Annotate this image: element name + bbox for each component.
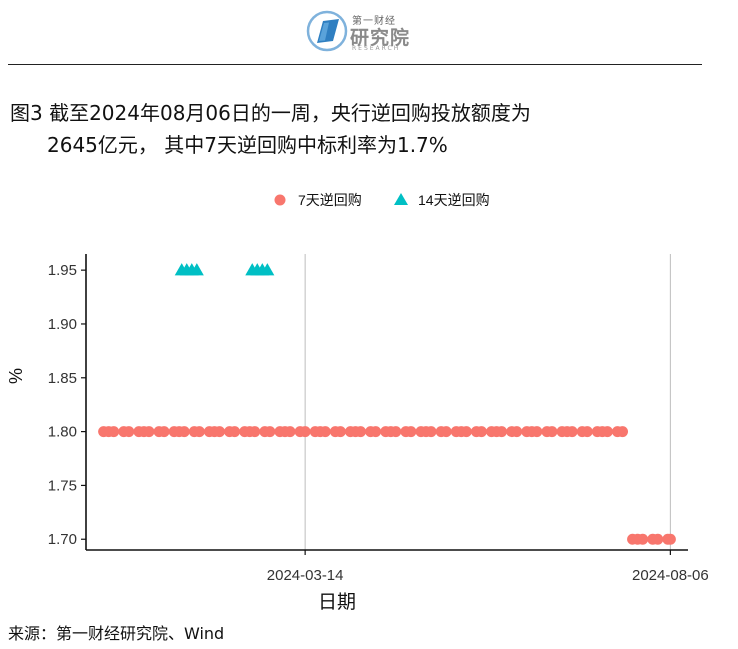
chart-legend: 7天逆回购 14天逆回购: [274, 192, 490, 208]
seven-day-point: [390, 426, 402, 438]
legend-seven-day-marker: [274, 194, 286, 206]
research-logo-icon: [306, 10, 348, 52]
seven-day-point: [440, 426, 452, 438]
y-tick-label: 1.90: [48, 316, 77, 333]
logo: 第一财经 研究院 RESEARCH: [306, 6, 416, 56]
seven-day-point: [617, 426, 629, 438]
seven-day-point: [637, 533, 649, 545]
seven-day-point: [652, 533, 664, 545]
chart-points: [98, 263, 676, 545]
seven-day-point: [475, 426, 487, 438]
y-tick-label: 1.80: [48, 424, 77, 441]
header-divider: [8, 64, 702, 65]
seven-day-point: [158, 426, 170, 438]
y-tick-label: 1.75: [48, 477, 77, 494]
seven-day-point: [531, 426, 543, 438]
seven-day-point: [264, 426, 276, 438]
figure-title-line1: 图3 截至2024年08月06日的一周，央行逆回购投放额度为: [10, 101, 531, 125]
seven-day-point: [355, 426, 367, 438]
fourteen-day-point: [260, 263, 275, 276]
logo-top-text: 第一财经: [352, 16, 396, 27]
seven-day-point: [581, 426, 593, 438]
seven-day-point: [229, 426, 241, 438]
seven-day-point: [249, 426, 261, 438]
seven-day-point: [546, 426, 558, 438]
legend-fourteen-day-marker: [394, 193, 408, 205]
seven-day-point: [193, 426, 205, 438]
y-tick-label: 1.70: [48, 531, 77, 548]
seven-day-point: [284, 426, 296, 438]
source-note: 来源：第一财经研究院、Wind: [8, 624, 225, 643]
seven-day-point: [460, 426, 472, 438]
seven-day-point: [213, 426, 225, 438]
seven-day-point: [123, 426, 135, 438]
fourteen-day-point: [189, 263, 204, 276]
seven-day-point: [319, 426, 331, 438]
x-tick-label: 2024-08-06: [632, 567, 709, 584]
seven-day-point: [511, 426, 523, 438]
seven-day-point: [496, 426, 508, 438]
y-axis-title: %: [6, 368, 26, 384]
x-tick-label: 2024-03-14: [267, 567, 344, 584]
seven-day-point: [566, 426, 578, 438]
chart-grid: [304, 254, 671, 550]
seven-day-point: [108, 426, 120, 438]
seven-day-point: [425, 426, 437, 438]
figure-title-line2: 2645亿元， 其中7天逆回购中标利率为1.7%: [47, 133, 448, 157]
seven-day-point: [143, 426, 155, 438]
logo-main-text: 研究院: [350, 27, 411, 49]
chart-axes: 1.70 1.75 1.80 1.85 1.90 1.95 2024-03-14 2024-0…: [6, 254, 709, 613]
legend-fourteen-day-label: 14天逆回购: [418, 192, 490, 208]
seven-day-point: [299, 426, 311, 438]
seven-day-point: [334, 426, 346, 438]
y-tick-label: 1.85: [48, 370, 77, 387]
logo-sub-text: RESEARCH: [352, 45, 401, 52]
seven-day-point: [601, 426, 613, 438]
seven-day-point: [370, 426, 382, 438]
seven-day-point: [178, 426, 190, 438]
legend-seven-day-label: 7天逆回购: [298, 192, 362, 208]
seven-day-point: [405, 426, 417, 438]
seven-day-point: [664, 533, 676, 545]
x-axis-title: 日期: [318, 591, 356, 613]
y-tick-label: 1.95: [48, 262, 77, 279]
figure-title: 图3 截至2024年08月06日的一周，央行逆回购投放额度为 2645亿元， 其…: [10, 97, 531, 161]
